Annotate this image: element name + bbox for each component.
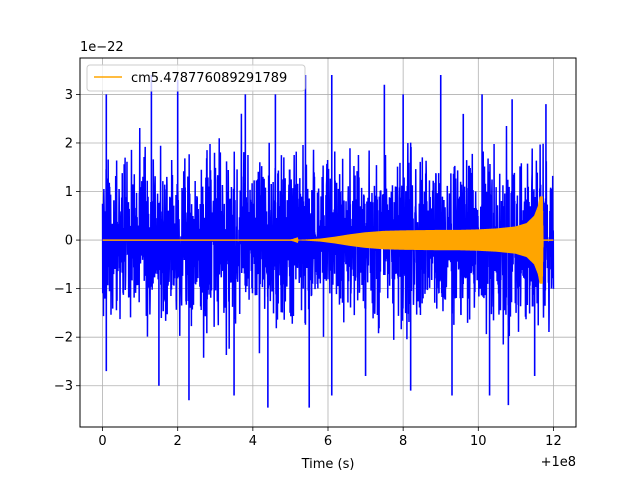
y-tick-label: 0 — [65, 234, 73, 249]
y-scale-label: 1e−22 — [80, 40, 124, 55]
x-tick-label: 2 — [174, 434, 182, 449]
x-tick-label: 0 — [98, 434, 106, 449]
legend-entry-label: cm5.478776089291789 — [131, 71, 287, 86]
x-tick-label: 8 — [399, 434, 407, 449]
y-tick-label: 3 — [65, 88, 73, 103]
x-tick-label: 4 — [249, 434, 257, 449]
y-tick-label: −2 — [54, 331, 73, 346]
x-tick-label: 10 — [470, 434, 487, 449]
legend: cm5.478776089291789 — [86, 64, 306, 92]
x-tick-label: 12 — [545, 434, 562, 449]
x-axis-label: Time (s) — [301, 457, 355, 472]
plot-series — [101, 74, 555, 408]
y-tick-label: 1 — [65, 185, 73, 200]
y-tick-label: −3 — [54, 379, 73, 394]
y-tick-label: −1 — [54, 282, 73, 297]
x-tick-label: 6 — [324, 434, 332, 449]
noise-trace — [101, 113, 555, 358]
x-offset-label: +1e8 — [541, 455, 576, 470]
chirp-trace — [102, 196, 554, 284]
legend-box — [86, 64, 306, 92]
y-tick-label: 2 — [65, 136, 73, 151]
